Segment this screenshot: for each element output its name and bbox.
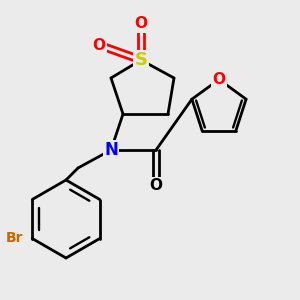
Text: O: O bbox=[134, 16, 148, 32]
Text: N: N bbox=[104, 141, 118, 159]
Text: Br: Br bbox=[6, 232, 23, 245]
Text: O: O bbox=[149, 178, 163, 194]
Text: O: O bbox=[212, 72, 226, 87]
Text: S: S bbox=[134, 51, 148, 69]
Text: O: O bbox=[92, 38, 106, 52]
